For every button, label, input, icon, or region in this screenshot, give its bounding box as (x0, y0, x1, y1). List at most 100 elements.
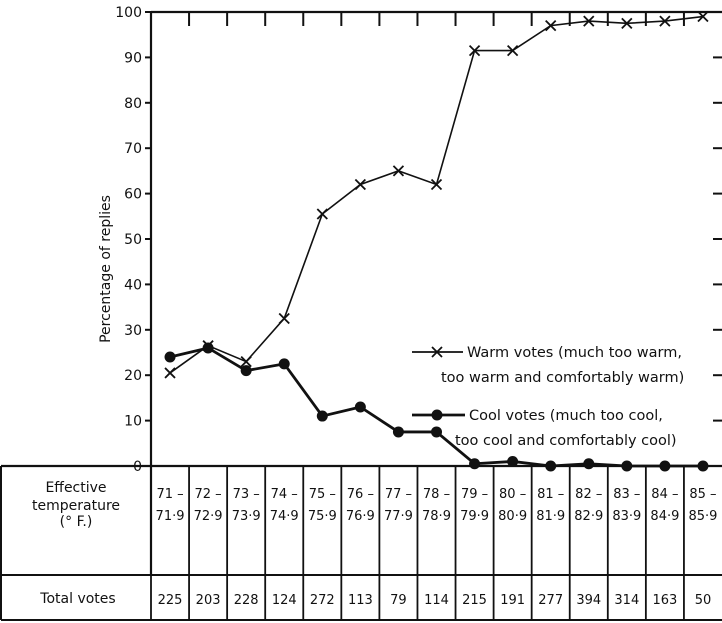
total-votes-cell: 79 (390, 593, 407, 608)
total-votes-cell: 272 (310, 593, 335, 608)
cool-votes-point (202, 342, 214, 354)
cross-stroke (697, 10, 709, 23)
x-tick-label: 81·9 (536, 509, 565, 524)
cool-votes-point (469, 458, 481, 470)
x-tick-label: 74 – (271, 487, 298, 502)
x-tick-label: 81 – (537, 487, 564, 502)
total-votes-cell: 225 (158, 593, 183, 608)
warm-votes-point (545, 19, 557, 32)
x-tick-label: 83·9 (612, 509, 641, 524)
cool-votes-point (354, 401, 366, 413)
y-axis: 0 10 20 30 40 50 60 70 80 90 100 (115, 5, 151, 475)
x-tick-label: 76·9 (346, 509, 375, 524)
y-tick-label: 100 (115, 5, 142, 21)
x-tick-label: 85·9 (688, 509, 717, 524)
cross-stroke (431, 346, 443, 358)
legend-warm-marker (431, 346, 443, 358)
x-tick-label: 73·9 (232, 509, 261, 524)
cool-votes-point (240, 365, 252, 377)
cool-votes-point (659, 460, 671, 472)
x-tick-label: 72 – (195, 487, 222, 502)
cross-stroke (430, 178, 443, 191)
cool-votes-point (545, 460, 557, 472)
total-votes-cell: 114 (424, 593, 449, 608)
cool-votes-point (278, 358, 290, 370)
series-markers (164, 10, 709, 472)
x-tick-label: 75 – (309, 487, 336, 502)
legend: Warm votes (much too warm, too warm and c… (412, 345, 684, 449)
x-tick-label: 74·9 (270, 509, 299, 524)
x-tick-label: 84·9 (650, 509, 679, 524)
total-votes-cell: 215 (462, 593, 487, 608)
total-votes-cell: 394 (576, 593, 601, 608)
warm-votes-point (316, 208, 328, 220)
y-tick-label: 90 (124, 50, 142, 66)
x-tick-label: 84 – (651, 487, 678, 502)
cross-stroke (240, 355, 252, 368)
warm-votes-point (468, 44, 481, 57)
total-votes-cell: 277 (538, 593, 563, 608)
cool-votes-point (621, 460, 633, 472)
y-tick-label: 80 (124, 96, 142, 112)
cross-stroke (506, 44, 519, 57)
cross-stroke (545, 19, 557, 32)
x-tick-label: 75·9 (308, 509, 337, 524)
cool-votes-point (507, 455, 519, 467)
warm-votes-point (240, 355, 252, 368)
y-tick-label: 30 (124, 323, 142, 339)
x-tick-label: 80 – (499, 487, 526, 502)
warm-votes-point (164, 367, 176, 379)
cross-stroke (468, 44, 481, 57)
cool-votes-point (164, 351, 176, 363)
x-tick-label: 78 – (423, 487, 450, 502)
warm-votes-point (430, 178, 443, 191)
total-votes-cell: 113 (348, 593, 373, 608)
y-tick-label: 40 (124, 277, 142, 293)
x-tick-label: 76 – (347, 487, 374, 502)
warm-votes-point (697, 10, 709, 23)
x-tick-label: 77·9 (384, 509, 413, 524)
cross-stroke (278, 312, 290, 325)
x-tick-label: 80·9 (498, 509, 527, 524)
cool-votes-point (431, 426, 442, 438)
total-votes-cell: 191 (500, 593, 525, 608)
x-tick-label: 82 – (575, 487, 602, 502)
x-tick-label: 85 – (689, 487, 716, 502)
warm-votes-point (392, 165, 405, 177)
y-axis-label: Percentage of replies (98, 195, 114, 343)
cool-votes-point (697, 460, 709, 472)
cool-votes-point (392, 426, 404, 438)
effective-temperature-header: Effective (45, 480, 106, 496)
cross-stroke (164, 367, 176, 379)
data-table: Effective temperature(° F.) Total votes 71 … (32, 466, 717, 620)
total-votes-cell: 50 (695, 593, 712, 608)
x-tick-label: 83 – (613, 487, 640, 502)
cross-stroke (316, 208, 328, 220)
y-tick-label: 70 (124, 141, 142, 157)
x-tick-label: 78·9 (422, 509, 451, 524)
cross-stroke (392, 165, 405, 177)
legend-warm-text: too warm and comfortably warm) (441, 370, 684, 386)
x-tick-label: 72·9 (194, 509, 223, 524)
cross-stroke (583, 15, 595, 27)
cross-stroke (621, 17, 633, 29)
warm-votes-point (506, 44, 519, 57)
cool-votes-point (583, 458, 595, 470)
x-tick-label: 77 – (385, 487, 412, 502)
series-lines (169, 15, 704, 468)
y-tick-label: 0 (133, 459, 142, 475)
total-votes-cell: 203 (196, 593, 221, 608)
legend-cool-marker (431, 409, 443, 421)
x-tick-label: 79·9 (460, 509, 489, 524)
cool-votes-point (316, 410, 328, 422)
warm-votes-point (621, 17, 633, 29)
x-tick-label: 82·9 (574, 509, 603, 524)
chart-frame (0, 10, 722, 621)
cross-stroke (659, 15, 671, 27)
total-votes-cell: 124 (272, 593, 297, 608)
total-votes-cell: 163 (652, 593, 677, 608)
x-tick-label: 71 – (156, 487, 183, 502)
y-tick-label: 50 (124, 232, 142, 248)
y-tick-label: 10 (124, 414, 142, 430)
